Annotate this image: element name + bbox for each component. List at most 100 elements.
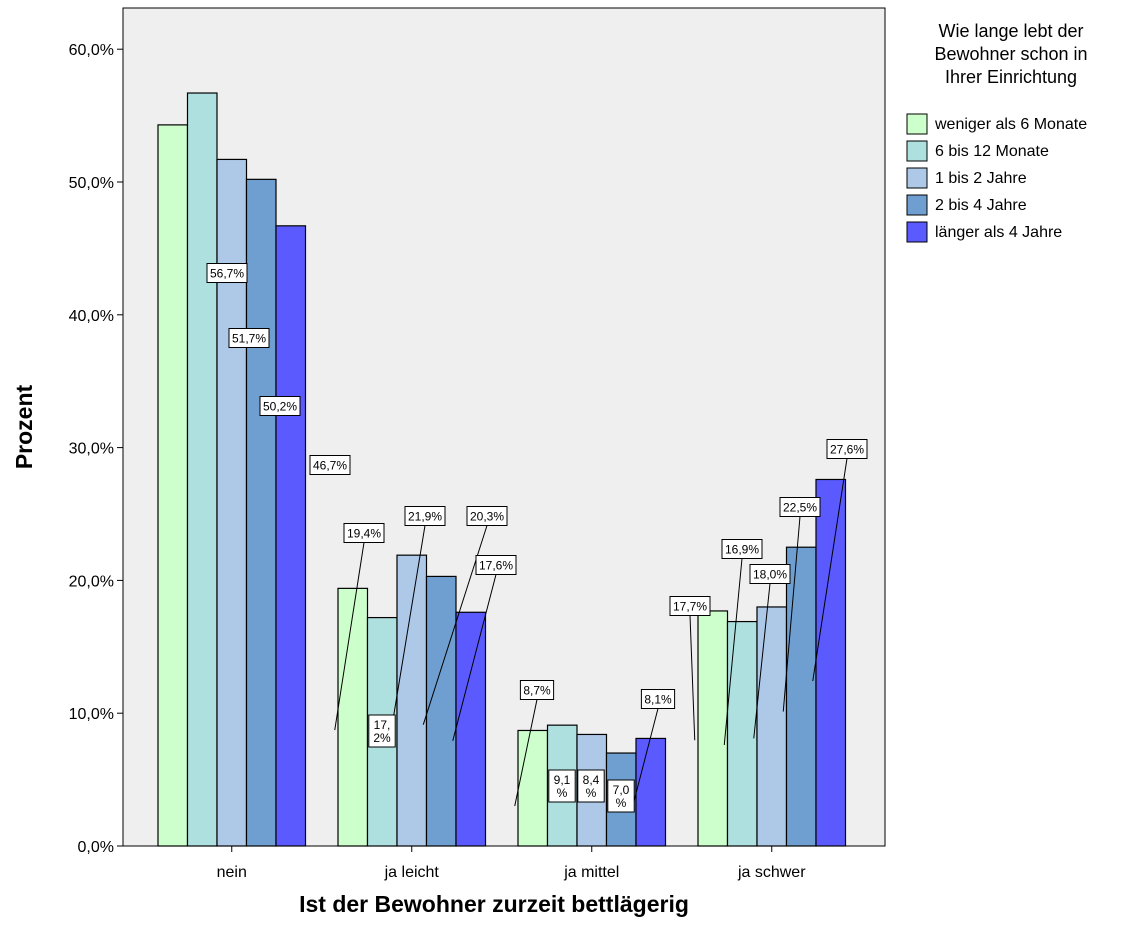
- data-label-box: [206, 263, 248, 283]
- leader-line: [632, 708, 659, 807]
- data-label-box: [721, 539, 763, 559]
- data-label-text: 51,7%: [232, 332, 266, 346]
- legend-title: Wie lange lebt der: [938, 21, 1083, 41]
- leader-line: [514, 699, 538, 807]
- leader-line: [812, 458, 848, 682]
- leader-line: [393, 525, 426, 716]
- data-label: 27,6%: [826, 439, 868, 459]
- data-label-text: 17,7%: [673, 600, 707, 614]
- bar-5-ja-leicht: [455, 611, 487, 847]
- legend-label: weniger als 6 Monate: [934, 116, 1087, 133]
- y-axis-title: Prozent: [11, 384, 37, 469]
- data-label-box: [607, 779, 635, 813]
- data-label-text: %: [586, 786, 597, 800]
- bar-1-ja-mittel: [517, 729, 549, 847]
- bar-4-ja-schwer: [785, 546, 817, 847]
- leader-line: [452, 574, 497, 741]
- data-label-box: [519, 680, 555, 700]
- leader-line: [753, 583, 771, 739]
- data-label-text: 18,0%: [753, 568, 787, 582]
- data-label-text: 17,6%: [479, 559, 513, 573]
- data-labels: 56,7% 51,7% 50,2% 46,7% 19,4% 17,2% 21,9% 20,3%…: [206, 263, 868, 813]
- data-label-box: [309, 455, 351, 475]
- leader-line: [782, 516, 801, 712]
- data-label-box: [466, 506, 508, 526]
- bar-4-nein: [245, 178, 277, 847]
- data-label-text: 8,1%: [644, 693, 672, 707]
- bar-1-nein: [157, 124, 189, 847]
- data-label-box: [577, 769, 605, 803]
- legend-title: Bewohner schon in: [934, 44, 1087, 64]
- data-label-text: 7,0: [613, 783, 630, 797]
- leader-line: [723, 558, 743, 746]
- data-label-text: 56,7%: [210, 267, 244, 281]
- y-tick-label: 30,0%: [69, 441, 114, 458]
- data-label: 7,0%: [607, 779, 635, 813]
- data-label: 46,7%: [309, 455, 351, 475]
- legend-label: 6 bis 12 Monate: [935, 143, 1049, 160]
- data-label-text: 8,7%: [523, 684, 551, 698]
- legend-swatch: [906, 113, 928, 135]
- leader-line: [334, 542, 365, 731]
- data-label: 20,3%: [466, 506, 508, 526]
- x-tick-label: nein: [217, 864, 247, 881]
- y-tick-label: 20,0%: [69, 573, 114, 590]
- data-label-box: [779, 497, 821, 517]
- y-tick-label: 0,0%: [78, 839, 114, 856]
- data-label-text: 21,9%: [408, 510, 442, 524]
- data-label: 8,4%: [577, 769, 605, 803]
- data-label-text: 19,4%: [347, 527, 381, 541]
- bar-5-ja-mittel: [635, 737, 667, 847]
- x-tick-label: ja schwer: [737, 864, 806, 881]
- data-label-box: [826, 439, 868, 459]
- bars: [157, 92, 847, 847]
- data-label: 17,7%: [669, 596, 711, 616]
- data-label-text: 16,9%: [725, 543, 759, 557]
- data-label: 16,9%: [721, 539, 763, 559]
- data-label: 56,7%: [206, 263, 248, 283]
- data-label: 18,0%: [749, 564, 791, 584]
- data-label-box: [749, 564, 791, 584]
- data-label: 8,1%: [640, 689, 676, 709]
- data-label: 19,4%: [343, 523, 385, 543]
- data-label: 50,2%: [259, 396, 301, 416]
- legend-label: 1 bis 2 Jahre: [935, 170, 1027, 187]
- data-label-box: [640, 689, 676, 709]
- data-label-text: %: [557, 786, 568, 800]
- data-label-text: 20,3%: [470, 510, 504, 524]
- legend: Wie lange lebt der Bewohner schon in Ihrer…: [906, 21, 1088, 243]
- bar-1-ja-leicht: [337, 587, 369, 847]
- bar-3-ja-schwer: [756, 606, 788, 847]
- data-label: 8,7%: [519, 680, 555, 700]
- data-label: 17,6%: [475, 555, 517, 575]
- data-label-box: [259, 396, 301, 416]
- data-label-box: [404, 506, 446, 526]
- legend-swatch: [906, 140, 928, 162]
- data-label-box: [669, 596, 711, 616]
- data-label: 21,9%: [404, 506, 446, 526]
- data-label-text: 9,1: [554, 773, 571, 787]
- bar-2-nein: [186, 92, 218, 847]
- data-label-text: 8,4: [583, 773, 600, 787]
- data-label-text: 22,5%: [783, 501, 817, 515]
- legend-title: Ihrer Einrichtung: [945, 67, 1077, 87]
- bar-2-ja-schwer: [726, 620, 758, 847]
- data-label-leaders: [334, 458, 848, 807]
- data-label-box: [548, 769, 576, 803]
- x-tick-label: ja mittel: [563, 864, 619, 881]
- data-label-text: 17,: [374, 718, 391, 732]
- y-tick-label: 60,0%: [69, 42, 114, 59]
- data-label-text: 46,7%: [313, 459, 347, 473]
- bar-1-ja-schwer: [697, 610, 729, 847]
- data-label-box: [228, 328, 270, 348]
- y-tick-label: 40,0%: [69, 308, 114, 325]
- bar-3-nein: [216, 158, 248, 847]
- bar-5-ja-schwer: [815, 478, 847, 847]
- data-label-text: 27,6%: [830, 443, 864, 457]
- bar-5-nein: [275, 225, 307, 847]
- legend-swatch: [906, 167, 928, 189]
- x-tick-label: ja leicht: [384, 864, 440, 881]
- leader-line: [689, 615, 696, 741]
- data-label-text: 2%: [373, 731, 391, 745]
